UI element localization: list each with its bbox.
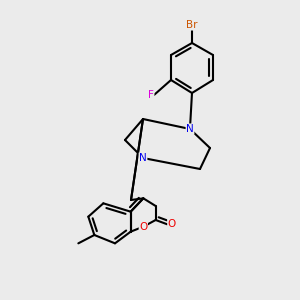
Text: F: F	[148, 90, 154, 100]
Text: O: O	[139, 222, 148, 232]
Text: Br: Br	[186, 20, 198, 30]
Text: N: N	[186, 124, 194, 134]
Text: O: O	[168, 219, 176, 229]
Text: N: N	[139, 153, 147, 163]
